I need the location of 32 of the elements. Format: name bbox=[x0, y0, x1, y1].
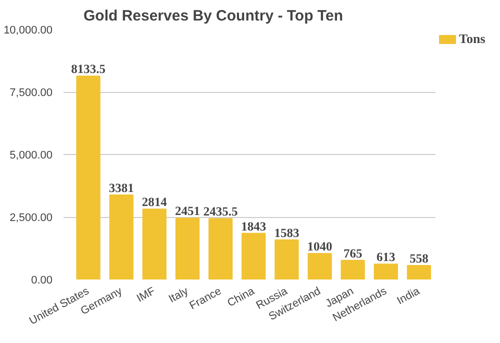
bar bbox=[242, 232, 266, 280]
bar bbox=[76, 76, 100, 280]
x-tick-label: IMF bbox=[134, 285, 158, 305]
bar bbox=[274, 239, 299, 280]
y-tick-label: 2,500.00 bbox=[10, 212, 53, 224]
y-tick-label: 7,500.00 bbox=[10, 87, 53, 99]
chart-title: Gold Reserves By Country - Top Ten bbox=[84, 8, 343, 24]
x-tick-label: India bbox=[395, 284, 423, 308]
y-tick-label: 0.00 bbox=[31, 274, 53, 286]
data-label: 2814 bbox=[142, 195, 168, 210]
data-label: 3381 bbox=[108, 180, 134, 195]
data-label: 1583 bbox=[274, 226, 300, 240]
bar bbox=[142, 208, 167, 280]
data-label: 1843 bbox=[241, 219, 266, 234]
data-label: 2435.5 bbox=[203, 204, 238, 219]
data-label: 1040 bbox=[307, 240, 332, 254]
data-label: 558 bbox=[410, 252, 428, 266]
data-label: 2451 bbox=[175, 204, 200, 218]
y-tick-label: 10,000.00 bbox=[4, 24, 52, 36]
bar bbox=[374, 264, 398, 280]
bar bbox=[308, 253, 332, 280]
bar bbox=[340, 260, 365, 280]
bar bbox=[406, 265, 432, 280]
y-tick-label: 5,000.00 bbox=[10, 150, 53, 162]
bar bbox=[109, 194, 134, 280]
data-label: 8133.5 bbox=[71, 62, 106, 76]
legend-label: Tons bbox=[459, 31, 486, 47]
x-tick-label: China bbox=[226, 284, 258, 310]
bar bbox=[175, 218, 200, 280]
bar bbox=[208, 218, 233, 280]
data-label: 765 bbox=[343, 246, 362, 260]
data-label: 613 bbox=[376, 250, 396, 264]
